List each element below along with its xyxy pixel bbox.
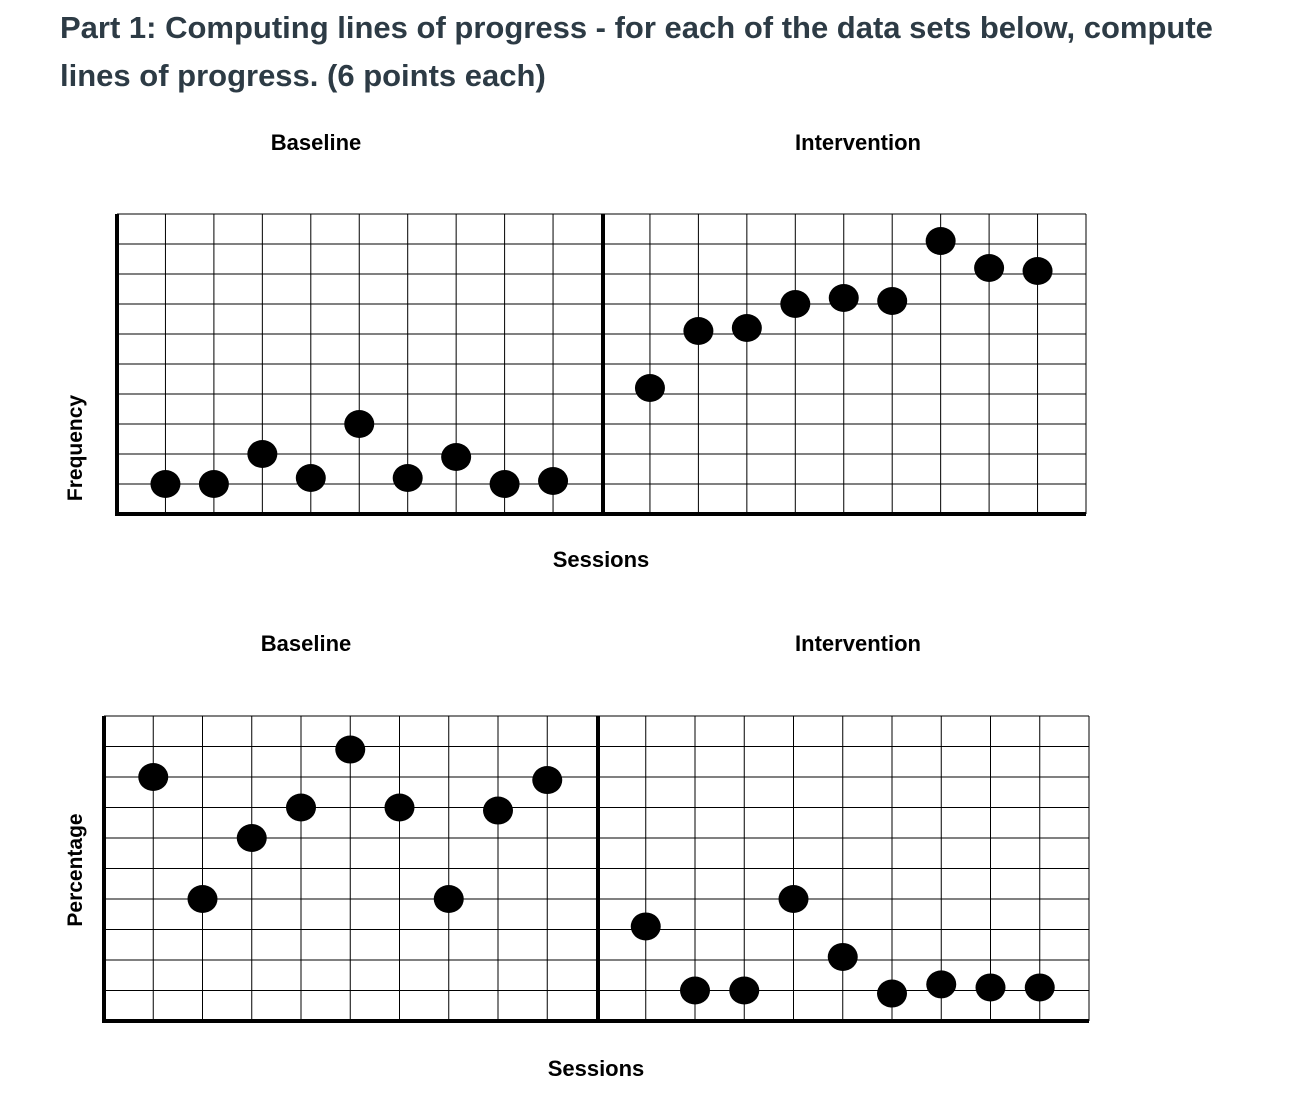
- chart-grid: [102, 715, 1090, 1023]
- percentage-chart-svg: Baseline Intervention Sessions Percentag…: [64, 631, 1090, 1081]
- data-point-intervention: [926, 970, 957, 999]
- data-point-intervention: [925, 227, 956, 255]
- phase-label-baseline: Baseline: [271, 130, 362, 155]
- data-point-baseline: [236, 824, 267, 852]
- frequency-chart-svg: Baseline Intervention Sessions Frequency: [64, 130, 1087, 572]
- phase-label-intervention: Intervention: [795, 130, 921, 155]
- data-point-intervention: [1022, 257, 1053, 285]
- data-point-baseline: [138, 763, 169, 791]
- phase-label-baseline: Baseline: [261, 631, 352, 656]
- data-point-baseline: [441, 443, 472, 471]
- data-point-baseline: [295, 464, 326, 492]
- data-point-baseline: [150, 470, 181, 498]
- x-axis-label: Sessions: [553, 547, 650, 572]
- data-point-intervention: [877, 979, 907, 1008]
- data-point-baseline: [532, 766, 563, 795]
- data-point-baseline: [433, 885, 464, 913]
- data-point-baseline: [384, 793, 415, 822]
- chart-points: [150, 227, 1053, 498]
- data-point-intervention: [683, 317, 714, 345]
- data-point-baseline: [489, 470, 520, 498]
- data-point-baseline: [483, 796, 513, 825]
- chart-grid: [115, 213, 1087, 516]
- data-point-intervention: [1024, 973, 1055, 1002]
- data-point-intervention: [729, 976, 760, 1005]
- data-point-intervention: [975, 973, 1006, 1002]
- data-point-baseline: [187, 885, 218, 913]
- data-point-baseline: [198, 470, 229, 498]
- data-point-intervention: [778, 885, 809, 913]
- data-point-intervention: [634, 374, 665, 402]
- x-axis-label: Sessions: [548, 1056, 645, 1081]
- data-point-intervention: [877, 287, 908, 315]
- data-point-intervention: [974, 254, 1005, 282]
- y-axis-label: Frequency: [64, 395, 87, 502]
- data-point-intervention: [780, 290, 811, 318]
- data-point-baseline: [286, 793, 316, 822]
- y-axis-label: Percentage: [64, 813, 87, 926]
- data-point-baseline: [247, 440, 278, 468]
- data-point-intervention: [828, 284, 859, 312]
- question-prompt: Part 1: Computing lines of progress - fo…: [60, 10, 1213, 93]
- percentage-chart: Baseline Intervention Sessions Percentag…: [0, 600, 1308, 1100]
- data-point-baseline: [538, 467, 569, 495]
- phase-label-intervention: Intervention: [795, 631, 921, 656]
- data-point-intervention: [680, 976, 710, 1005]
- data-point-intervention: [827, 942, 858, 971]
- data-point-intervention: [731, 314, 762, 342]
- data-point-baseline: [344, 410, 375, 438]
- data-point-baseline: [335, 735, 366, 764]
- chart-points: [138, 735, 1055, 1008]
- data-point-intervention: [630, 912, 661, 941]
- data-point-baseline: [392, 464, 423, 492]
- frequency-chart: Baseline Intervention Sessions Frequency: [0, 100, 1308, 600]
